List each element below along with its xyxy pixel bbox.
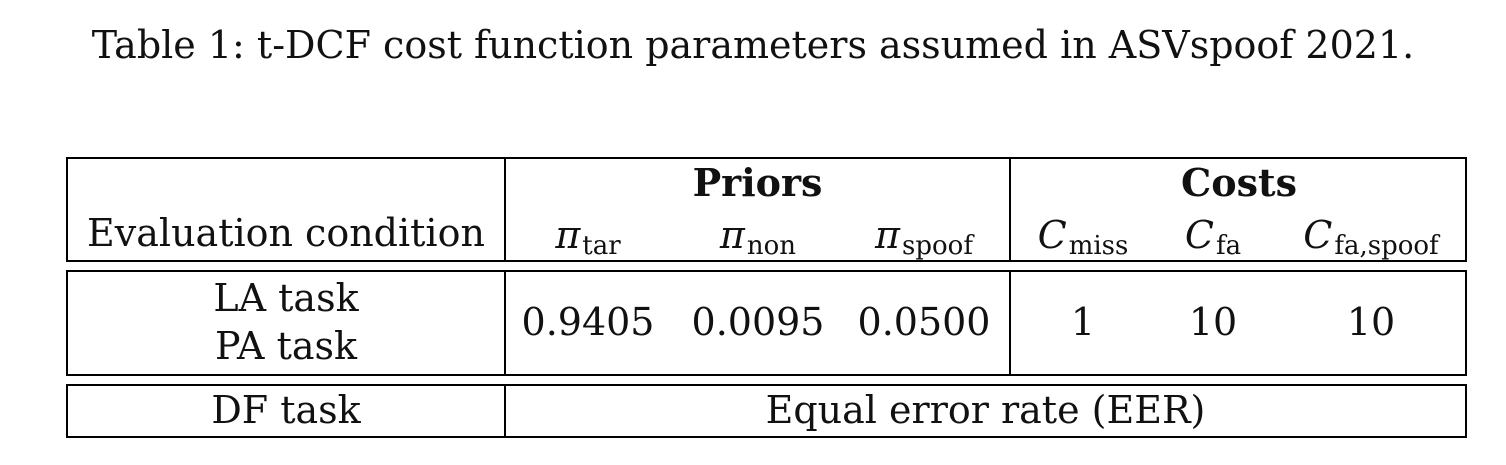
evaluation-condition-header: Evaluation condition [87,211,485,255]
c-fa-spoof-header: Cfa,spoof [1303,213,1439,261]
eer-metric: Equal error rate (EER) [765,388,1206,432]
pi-non-value: 0.0095 [691,300,825,344]
table-row-df: DF task Equal error rate (EER) [66,384,1467,438]
pi-non-header: πnon [719,213,797,261]
priors-header: Priors [692,160,823,205]
column-divider [1009,159,1011,260]
pi-tar-header: πtar [555,213,621,261]
table-row-la-pa: LA task PA task 0.9405 0.0095 0.0500 1 1… [66,270,1467,376]
table-header: Evaluation condition Priors Costs πtar π… [66,157,1467,262]
column-divider [504,159,506,260]
c-miss-value: 1 [1070,300,1096,344]
column-divider [1009,272,1011,374]
la-task-label: LA task [213,276,359,320]
pi-spoof-header: πspoof [875,213,973,261]
c-fa-value: 10 [1188,300,1238,344]
pi-spoof-value: 0.0500 [857,300,991,344]
pi-tar-value: 0.9405 [521,300,655,344]
costs-header: Costs [1181,160,1297,205]
table-caption: Table 1: t-DCF cost function parameters … [91,23,1415,67]
c-fa-spoof-value: 10 [1346,300,1396,344]
column-divider [504,272,506,374]
c-miss-header: Cmiss [1037,213,1129,261]
column-divider [504,386,506,436]
pa-task-label: PA task [214,324,358,368]
c-fa-header: Cfa [1184,213,1242,261]
df-task-label: DF task [211,388,361,432]
